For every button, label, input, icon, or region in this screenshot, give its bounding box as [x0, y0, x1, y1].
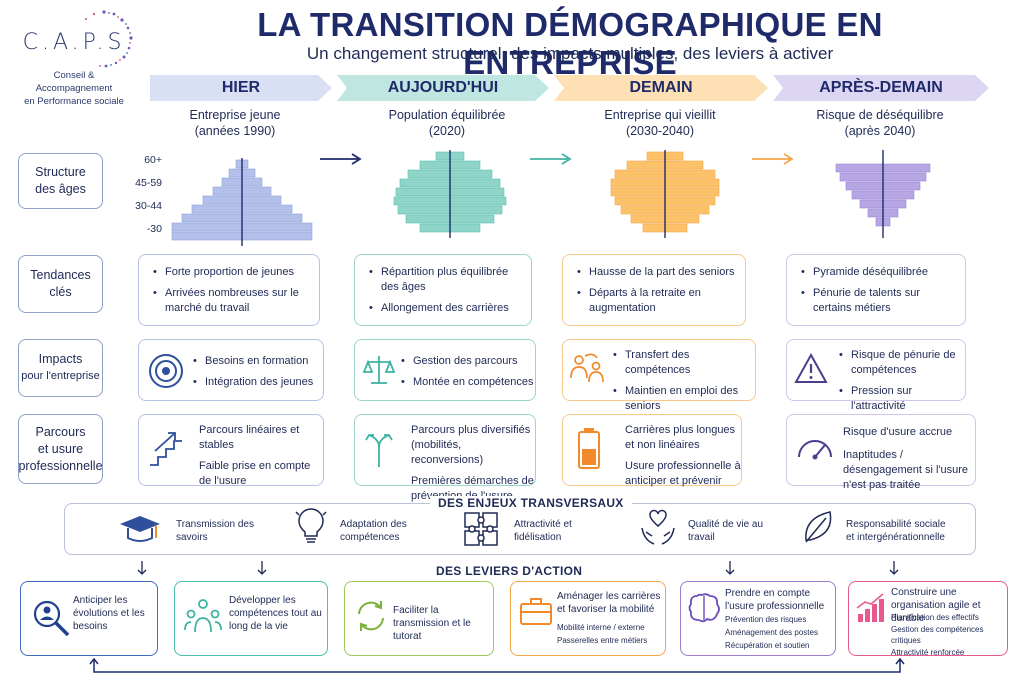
puzzle-icon — [464, 512, 498, 546]
row-label-impacts: Impacts pour l'entreprise — [18, 339, 103, 397]
parcours-card-aujourdhui: Parcours plus diversifiés (mobilités, re… — [354, 414, 536, 502]
row-label-parcours: Parcours et usure professionnelle — [18, 414, 103, 484]
brain-icon — [688, 593, 720, 623]
diverging-arrows-icon — [365, 434, 393, 467]
row-label-structure: Structure des âges — [18, 153, 103, 209]
impacts-card-apres-demain: Risque de pénurie de compétencesPression… — [786, 339, 966, 412]
tendances-card-aujourdhui: Répartition plus équilibrée des âgesAllo… — [354, 254, 532, 326]
levier-card-amenager: Aménager les carrières et favoriser la m… — [510, 581, 666, 656]
enjeux-title: DES ENJEUX TRANSVERSAUX — [430, 496, 632, 510]
impacts-card-hier: Besoins en formationIntégration des jeun… — [138, 339, 324, 401]
leviers-title: DES LEVIERS D'ACTION — [428, 564, 591, 578]
phase-banner-aujourdhui: AUJOURD'HUI — [337, 75, 549, 101]
people-transfer-icon — [570, 353, 604, 383]
briefcase-icon — [520, 598, 552, 625]
lightbulb-icon — [295, 508, 327, 543]
arrow-right-icon — [752, 153, 794, 165]
impacts-card-demain: Transfert des compétencesMaintien en emp… — [562, 339, 756, 412]
arrow-down-icon — [137, 561, 147, 575]
gauge-icon — [798, 440, 832, 460]
levier-card-usure: Prendre en compte l'usure professionnell… — [680, 581, 836, 656]
tendances-card-demain: Hausse de la part des seniorsDéparts à l… — [562, 254, 746, 326]
pyramid-apres-demain — [835, 150, 931, 238]
row-label-tendances: Tendances clés — [18, 255, 103, 313]
enjeu-label-attractivite: Attractivité et fidélisation — [514, 519, 572, 543]
magnifier-person-icon — [33, 600, 70, 637]
logo-wordmark: C.A.P.S — [22, 30, 126, 55]
target-icon — [149, 354, 183, 388]
phase-subtitle-demain: Entreprise qui vieillit (2030-2040) — [604, 108, 716, 138]
page-subtitle: Un changement structurel, des impacts mu… — [306, 44, 834, 63]
pyramid-demain — [610, 150, 720, 238]
enjeu-label-responsabilite: Responsabilité sociale et intergénératio… — [846, 519, 946, 543]
parcours-card-apres-demain: Risque d'usure accrue Inaptitudes / dése… — [786, 414, 976, 491]
logo-dotted-circle-icon — [85, 10, 133, 68]
page-title: LA TRANSITION DÉMOGRAPHIQUE EN ENTREPRIS… — [257, 6, 883, 81]
loop-arrow-icon — [89, 657, 905, 673]
levier-card-transmission: Faciliter la transmission et le tutorat — [344, 581, 494, 656]
phase-banner-hier: HIER — [150, 75, 332, 101]
logo-tagline: Conseil & Accompagnement en Performance … — [24, 70, 124, 107]
cycle-arrows-icon — [358, 601, 384, 631]
arrow-down-icon — [725, 561, 735, 575]
stairs-up-icon — [150, 432, 182, 466]
phase-subtitle-apres-demain: Risque de déséquilibre (après 2040) — [816, 108, 944, 138]
arrow-down-icon — [889, 561, 899, 575]
levier-card-developper: Développer les compétences tout au long … — [174, 581, 328, 656]
balance-scale-icon — [362, 356, 396, 384]
pyramid-aujourdhui — [393, 150, 507, 238]
parcours-card-demain: Carrières plus longues et non linéaires … — [562, 414, 742, 487]
people-group-icon — [184, 599, 222, 633]
heart-hands-icon — [641, 509, 675, 545]
arrow-right-icon — [530, 153, 572, 165]
arrow-right-icon — [320, 153, 362, 165]
tendances-card-hier: Forte proportion de jeunesArrivées nombr… — [138, 254, 320, 326]
age-axis: 60+ 45-59 30-44 -30 — [135, 154, 162, 235]
leaf-icon — [805, 511, 832, 543]
pyramid-hier — [171, 158, 313, 246]
levier-card-anticiper: Anticiper les évolutions et les besoins — [20, 581, 158, 656]
phase-subtitle-hier: Entreprise jeune (années 1990) — [189, 108, 281, 138]
caps-logo: C.A.P.S Conseil & Accompagnement en Perf… — [14, 8, 134, 108]
arrow-down-icon — [257, 561, 267, 575]
battery-low-icon — [578, 428, 600, 469]
enjeu-label-adaptation: Adaptation des compétences — [340, 519, 407, 543]
enjeu-label-qualite: Qualité de vie au travail — [688, 519, 764, 543]
impacts-card-aujourdhui: Gestion des parcoursMontée en compétence… — [354, 339, 536, 401]
parcours-card-hier: Parcours linéaires et stables Faible pri… — [138, 414, 324, 487]
graduation-cap-icon — [120, 516, 160, 542]
growth-chart-icon — [856, 593, 884, 622]
phase-banner-apres-demain: APRÈS-DEMAIN — [773, 75, 989, 101]
warning-triangle-icon — [794, 352, 828, 383]
levier-card-organisation: Construire une organisation agile et dur… — [848, 581, 1008, 657]
tendances-card-apres-demain: Pyramide déséquilibréePénurie de talents… — [786, 254, 966, 326]
phase-banner-demain: DEMAIN — [554, 75, 768, 101]
enjeu-label-transmission: Transmission des savoirs — [176, 519, 254, 543]
phase-subtitle-aujourdhui: Population équilibrée (2020) — [388, 108, 506, 138]
